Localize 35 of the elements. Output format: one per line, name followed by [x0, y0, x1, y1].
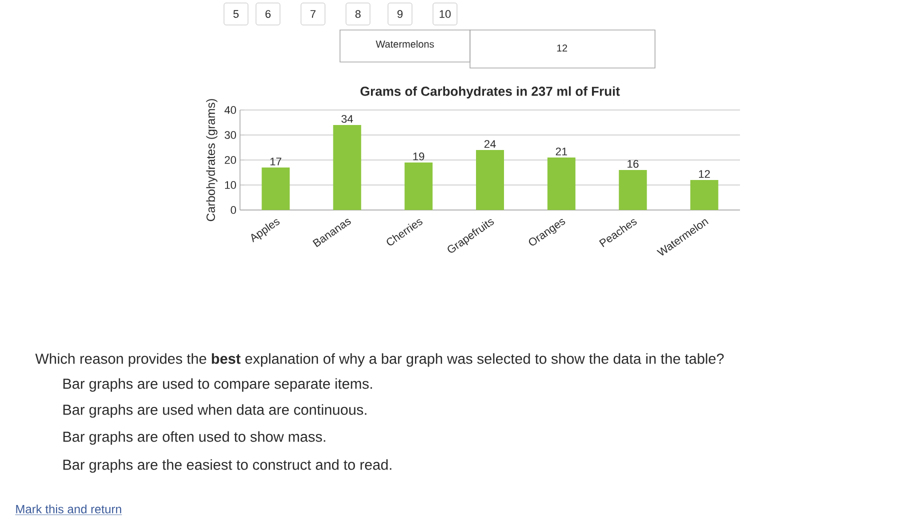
- bar: [476, 150, 504, 210]
- y-tick-label: 10: [225, 181, 236, 189]
- data-label: 21: [556, 148, 568, 156]
- y-tick-label: 40: [224, 106, 236, 114]
- y-tick-label: 30: [224, 131, 236, 139]
- text: 9: [397, 10, 403, 18]
- data-label: 34: [341, 115, 353, 123]
- y-axis-title: Carbohydrates (grams): [206, 99, 218, 222]
- data-label: 12: [699, 170, 710, 178]
- text: 6: [266, 10, 271, 18]
- text: Bar graphs are the easiest to construct and to read.: [63, 459, 392, 473]
- chart-title: Grams of Carbohydrates in 237 ml of Fruit: [360, 86, 620, 98]
- data-label: 24: [484, 140, 496, 148]
- bar: [404, 162, 433, 210]
- text: Watermelons: [376, 40, 434, 48]
- text: Bar graphs are used to compare separate items.: [63, 378, 372, 392]
- text: Which reason provides the best explanation of why a bar graph was selected to show the data in the table?: [35, 353, 724, 367]
- bar: [333, 124, 362, 210]
- text: Mark this and return: [16, 504, 122, 514]
- text: Bar graphs are often used to show mass.: [63, 431, 326, 445]
- bar: [690, 180, 718, 210]
- bar: [262, 167, 290, 210]
- y-tick-label: 0: [230, 206, 236, 214]
- text: Bar graphs are used when data are continuous.: [63, 404, 366, 418]
- text: 8: [355, 10, 361, 18]
- y-tick-label: 20: [224, 156, 236, 164]
- data-label: 19: [413, 152, 424, 160]
- bar: [618, 170, 647, 210]
- text: 5: [233, 10, 239, 18]
- text: 12: [557, 44, 568, 52]
- data-label: 17: [270, 158, 282, 166]
- text: 7: [310, 10, 316, 18]
- text: 10: [440, 10, 451, 18]
- data-label: 16: [628, 160, 638, 168]
- bar: [547, 157, 576, 210]
